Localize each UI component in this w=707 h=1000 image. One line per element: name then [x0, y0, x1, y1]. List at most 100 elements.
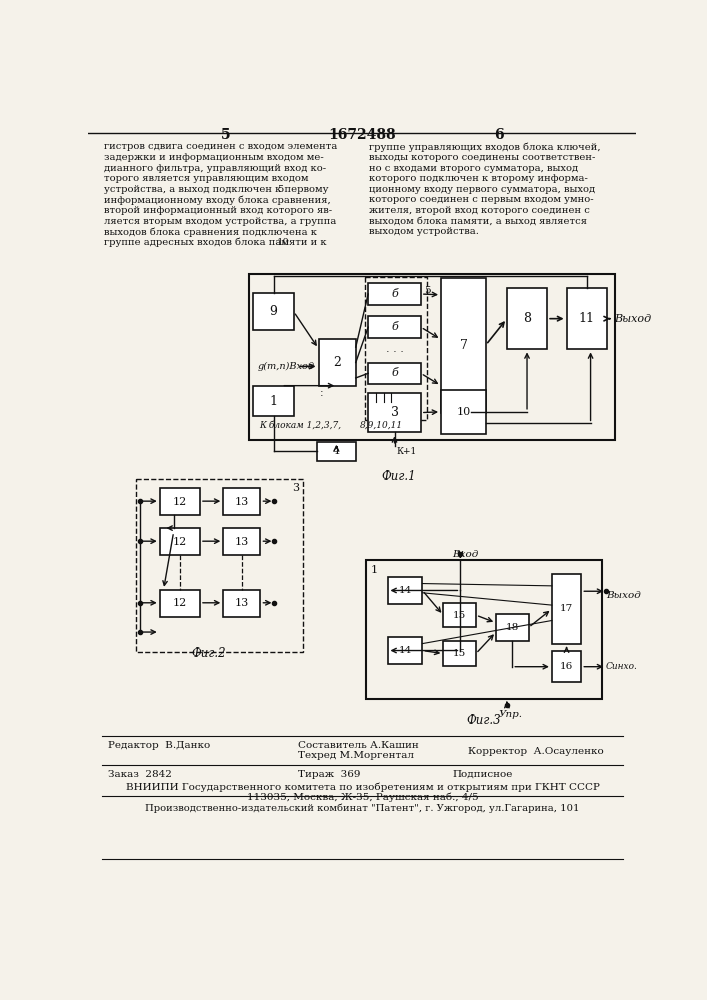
- Text: Вход: Вход: [452, 550, 479, 559]
- Text: 12: 12: [173, 537, 187, 547]
- Bar: [249, 274, 615, 440]
- Text: Фиг.3: Фиг.3: [467, 714, 501, 727]
- Text: которого соединен с первым входом умно-: которого соединен с первым входом умно-: [369, 195, 594, 204]
- Text: 3: 3: [292, 483, 299, 493]
- Text: жителя, второй вход которого соединен с: жителя, второй вход которого соединен с: [369, 206, 590, 215]
- Bar: [387, 637, 422, 664]
- Text: б: б: [391, 368, 398, 378]
- Bar: [136, 479, 303, 652]
- Text: б: б: [391, 289, 398, 299]
- Text: 15: 15: [453, 611, 466, 620]
- Text: 6: 6: [494, 128, 504, 142]
- Text: К+1: К+1: [397, 447, 417, 456]
- Text: ционному входу первого сумматора, выход: ционному входу первого сумматора, выход: [369, 185, 595, 194]
- Text: выходов блока сравнения подключена к: выходов блока сравнения подключена к: [104, 227, 317, 237]
- Bar: [368, 316, 421, 338]
- Text: торого является управляющим входом: торого является управляющим входом: [104, 174, 308, 183]
- Text: 4: 4: [333, 446, 340, 456]
- Bar: [368, 283, 421, 305]
- Bar: [368, 393, 421, 432]
- Text: К блокам 1,2,3,7,: К блокам 1,2,3,7,: [259, 420, 341, 429]
- Text: группе управляющих входов блока ключей,: группе управляющих входов блока ключей,: [369, 142, 600, 152]
- Text: 2: 2: [333, 356, 341, 369]
- Text: второй информационный вход которого яв-: второй информационный вход которого яв-: [104, 206, 332, 215]
- Bar: [443, 641, 476, 666]
- Text: Упр.: Упр.: [499, 710, 523, 719]
- Text: Фиг.1: Фиг.1: [381, 470, 416, 483]
- Text: 13: 13: [235, 497, 249, 507]
- Text: . . .: . . .: [385, 344, 404, 354]
- Text: выходом устройства.: выходом устройства.: [369, 227, 479, 236]
- Text: б: б: [391, 322, 398, 332]
- Bar: [387, 577, 422, 604]
- Text: Выход: Выход: [606, 591, 641, 600]
- Text: 14: 14: [398, 646, 411, 655]
- Text: Тираж  369: Тираж 369: [298, 770, 360, 779]
- Text: 14: 14: [398, 586, 411, 595]
- Text: 13: 13: [235, 537, 249, 547]
- Bar: [253, 386, 293, 416]
- Text: 7: 7: [460, 339, 467, 352]
- Text: Корректор  А.Осауленко: Корректор А.Осауленко: [468, 747, 604, 756]
- Bar: [441, 278, 486, 413]
- Text: Фиг.2: Фиг.2: [191, 647, 226, 660]
- Text: 113035, Москва, Ж-35, Раушская наб., 4/5: 113035, Москва, Ж-35, Раушская наб., 4/5: [247, 793, 479, 802]
- Bar: [253, 293, 293, 330]
- Text: задержки и информационным входом ме-: задержки и информационным входом ме-: [104, 153, 324, 162]
- Text: 18: 18: [506, 623, 519, 632]
- Text: группе адресных входов блока памяти и к: группе адресных входов блока памяти и к: [104, 238, 327, 247]
- Text: 10: 10: [456, 407, 471, 417]
- Text: 5: 5: [221, 128, 230, 142]
- Text: Заказ  2842: Заказ 2842: [107, 770, 172, 779]
- Text: Выход: Выход: [614, 314, 651, 324]
- Bar: [507, 288, 547, 349]
- Text: 13: 13: [235, 598, 249, 608]
- Bar: [317, 442, 356, 461]
- Text: Производственно-издательский комбинат "Патент", г. Ужгород, ул.Гагарина, 101: Производственно-издательский комбинат "П…: [146, 804, 580, 813]
- Bar: [496, 614, 529, 641]
- Text: 1672488: 1672488: [328, 128, 396, 142]
- Text: 16: 16: [560, 662, 573, 671]
- Text: g(m,n)Вход: g(m,n)Вход: [257, 362, 315, 371]
- Bar: [566, 288, 607, 349]
- Text: выходы которого соединены соответствен-: выходы которого соединены соответствен-: [369, 153, 595, 162]
- Bar: [552, 574, 581, 644]
- Bar: [160, 590, 200, 617]
- Text: 10: 10: [276, 238, 290, 247]
- Text: ВНИИПИ Государственного комитета по изобретениям и открытиям при ГКНТ СССР: ВНИИПИ Государственного комитета по изоб…: [126, 782, 600, 792]
- Text: 8,9,10,11: 8,9,10,11: [360, 420, 403, 429]
- Text: :: :: [320, 388, 324, 398]
- Text: Подписное: Подписное: [452, 770, 513, 779]
- Bar: [223, 590, 260, 617]
- Text: 1: 1: [269, 395, 278, 408]
- Text: 12: 12: [173, 497, 187, 507]
- Bar: [223, 488, 260, 515]
- Text: 1: 1: [370, 565, 378, 575]
- Text: 15: 15: [453, 649, 466, 658]
- Text: 5: 5: [276, 185, 283, 194]
- Text: 3: 3: [390, 406, 399, 419]
- Bar: [441, 389, 486, 434]
- Text: 8: 8: [523, 312, 531, 325]
- Text: которого подключен к второму информа-: которого подключен к второму информа-: [369, 174, 588, 183]
- Text: 5: 5: [424, 286, 431, 295]
- Bar: [368, 363, 421, 384]
- Bar: [319, 339, 356, 386]
- Text: 17: 17: [560, 604, 573, 613]
- Text: но с входами второго сумматора, выход: но с входами второго сумматора, выход: [369, 164, 578, 173]
- Text: информационному входу блока сравнения,: информационному входу блока сравнения,: [104, 195, 331, 205]
- Text: Техред М.Моргентал: Техред М.Моргентал: [298, 751, 414, 760]
- Text: гистров сдвига соединен с входом элемента: гистров сдвига соединен с входом элемент…: [104, 142, 337, 151]
- Text: Синхо.: Синхо.: [606, 662, 638, 671]
- Text: 12: 12: [173, 598, 187, 608]
- Bar: [160, 488, 200, 515]
- Text: выходом блока памяти, а выход является: выходом блока памяти, а выход является: [369, 217, 587, 226]
- Text: дианного фильтра, управляющий вход ко-: дианного фильтра, управляющий вход ко-: [104, 164, 326, 173]
- Bar: [160, 528, 200, 555]
- Text: Составитель А.Кашин: Составитель А.Кашин: [298, 741, 419, 750]
- Bar: [223, 528, 260, 555]
- Bar: [365, 277, 427, 420]
- Text: 9: 9: [269, 305, 278, 318]
- Bar: [552, 651, 581, 682]
- Bar: [443, 603, 476, 627]
